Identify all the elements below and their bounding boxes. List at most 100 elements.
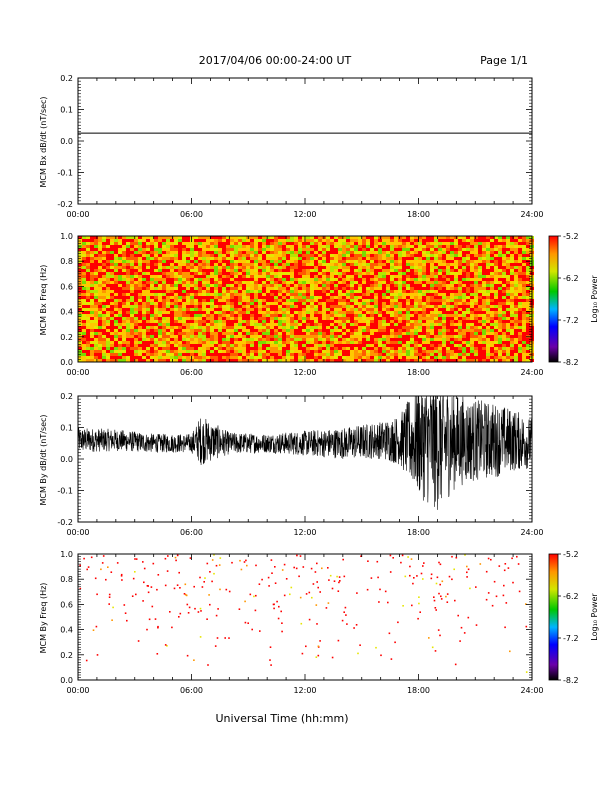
spectrogram-cell <box>90 338 94 341</box>
spectrogram-cell <box>434 341 438 344</box>
spectrogram-cell <box>162 254 166 257</box>
spectrogram-cell <box>226 311 230 314</box>
spectrogram-cell <box>522 320 526 323</box>
spectrogram-cell <box>194 353 198 356</box>
spectrogram-cell <box>438 323 442 326</box>
spectrogram-cell <box>334 353 338 356</box>
spectrogram-cell <box>322 257 326 260</box>
spectrogram-cell <box>294 338 298 341</box>
spectrogram-cell <box>298 242 302 245</box>
spectrogram-cell <box>214 350 218 353</box>
spectrogram-cell <box>422 332 426 335</box>
spectrogram-cell <box>210 242 214 245</box>
spectrogram-cell <box>182 341 186 344</box>
spectrogram-cell <box>390 353 394 356</box>
spectrogram-cell <box>98 239 102 242</box>
spectrogram-cell <box>374 263 378 266</box>
spectrogram-cell <box>478 299 482 302</box>
spectrogram-cell <box>454 353 458 356</box>
spectrogram-cell <box>250 257 254 260</box>
spectrogram-cell <box>110 356 114 359</box>
spectrogram-cell <box>406 329 410 332</box>
spectrogram-cell <box>374 239 378 242</box>
spectrogram-cell <box>354 314 358 317</box>
spectrogram-cell <box>386 299 390 302</box>
spectrogram-cell <box>518 242 522 245</box>
spectrogram-cell <box>354 251 358 254</box>
spectrogram-cell <box>206 290 210 293</box>
spectrogram-cell <box>418 245 422 248</box>
spectrogram-cell <box>358 317 362 320</box>
spectrogram-cell <box>526 278 530 281</box>
spectrogram-cell <box>390 329 394 332</box>
spectrogram-cell <box>286 257 290 260</box>
spectrogram-cell <box>450 239 454 242</box>
spectrogram-cell <box>214 239 218 242</box>
spectrogram-cell <box>430 284 434 287</box>
spectrogram-cell <box>114 287 118 290</box>
spectrogram-cell <box>298 338 302 341</box>
spectrogram-cell <box>86 287 90 290</box>
spectrogram-cell <box>478 278 482 281</box>
spectrogram-cell <box>102 245 106 248</box>
spectrogram-cell <box>166 305 170 308</box>
spectrogram-cell <box>346 326 350 329</box>
spectrogram-cell <box>506 353 510 356</box>
spectrogram-cell <box>190 344 194 347</box>
spectrogram-cell <box>122 260 126 263</box>
spectrogram-cell <box>182 248 186 251</box>
spectrogram-cell <box>202 332 206 335</box>
spectrogram-cell <box>214 356 218 359</box>
spectrogram-cell <box>158 272 162 275</box>
spectrogram-cell <box>478 284 482 287</box>
spectrogram-cell <box>222 350 226 353</box>
spectrogram-cell <box>454 299 458 302</box>
spectrogram-cell <box>426 356 430 359</box>
spectrogram-cell <box>478 254 482 257</box>
spectrogram-cell <box>106 299 110 302</box>
spectrogram-cell <box>278 245 282 248</box>
spectrogram-cell <box>430 290 434 293</box>
spectrogram-cell <box>158 308 162 311</box>
spectrogram-cell <box>394 248 398 251</box>
spectrogram-cell <box>266 290 270 293</box>
spectrogram-cell <box>394 329 398 332</box>
spectrogram-cell <box>290 281 294 284</box>
spectrogram-cell <box>434 353 438 356</box>
spectrogram-cell <box>322 344 326 347</box>
spectrogram-cell <box>322 269 326 272</box>
spectrogram-cell <box>106 281 110 284</box>
spectrogram-cell <box>414 284 418 287</box>
spectrogram-cell <box>210 320 214 323</box>
spectrogram-cell <box>106 302 110 305</box>
spectrogram-cell <box>78 317 82 320</box>
spectrogram-cell <box>178 341 182 344</box>
spectrogram-cell <box>406 251 410 254</box>
spectrogram-cell <box>490 356 494 359</box>
spectrogram-cell <box>182 329 186 332</box>
spectrogram-cell <box>118 335 122 338</box>
spectrogram-cell <box>162 236 166 239</box>
spectrogram-cell <box>286 320 290 323</box>
spectrogram-cell <box>162 275 166 278</box>
spectrogram-cell <box>310 341 314 344</box>
spectrogram-cell <box>310 287 314 290</box>
spectrogram-cell <box>110 242 114 245</box>
spectrogram-cell <box>454 275 458 278</box>
spectrogram-cell <box>458 278 462 281</box>
spectrogram-cell <box>350 269 354 272</box>
spectrogram-cell <box>362 311 366 314</box>
spectrogram-cell <box>366 290 370 293</box>
spectrogram-cell <box>494 260 498 263</box>
spectrogram-cell <box>370 299 374 302</box>
spectrogram-cell <box>394 356 398 359</box>
spectrogram-cell <box>490 242 494 245</box>
spectrogram-cell <box>462 308 466 311</box>
spectrogram-cell <box>202 248 206 251</box>
spectrogram-cell <box>486 317 490 320</box>
spectrogram-cell <box>270 335 274 338</box>
spectrogram-cell <box>374 341 378 344</box>
spectrogram-cell <box>370 239 374 242</box>
spectrogram-cell <box>406 344 410 347</box>
spectrogram-cell <box>134 344 138 347</box>
